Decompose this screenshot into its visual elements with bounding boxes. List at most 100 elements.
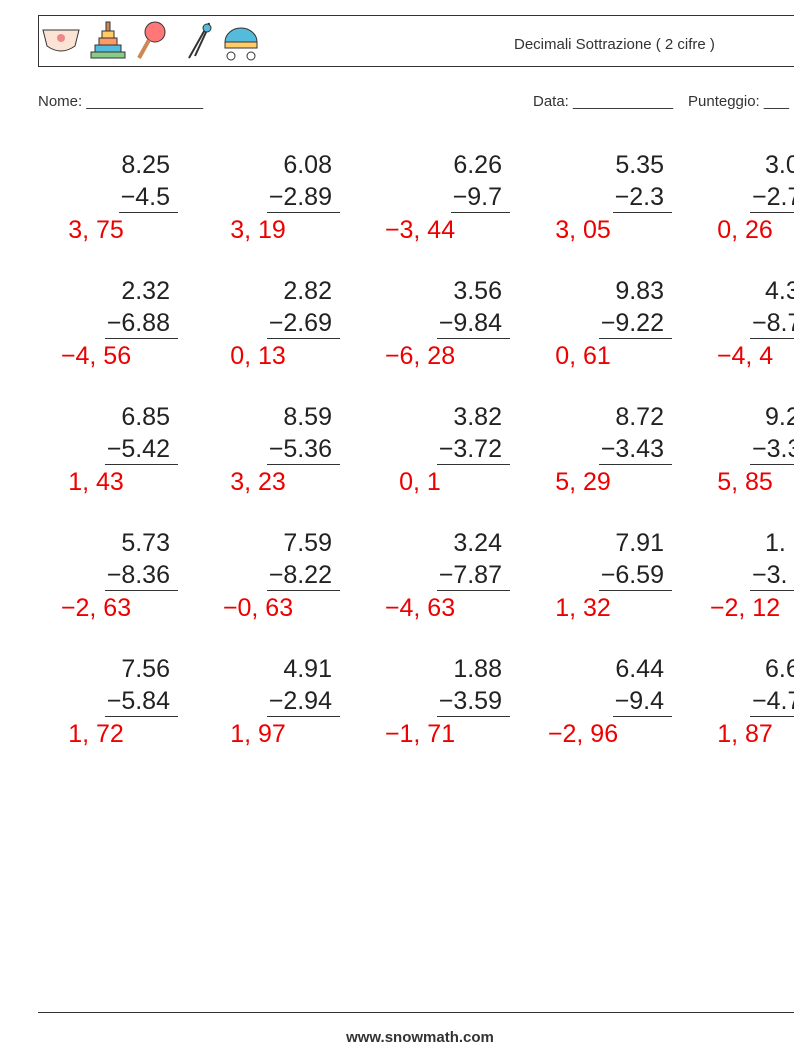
subtrahend-wrap: −9.22 <box>598 308 672 339</box>
subtrahend: −9.7 <box>450 182 510 213</box>
minuend: 6.44 <box>615 655 664 683</box>
answer: 0, 61 <box>555 342 611 370</box>
footer-rule <box>38 1012 794 1013</box>
minuend: 6.26 <box>453 151 502 179</box>
minuend: 8.72 <box>615 403 664 431</box>
subtrahend: −5.42 <box>104 434 178 465</box>
minuend: 5.73 <box>121 529 170 557</box>
subtrahend: −9.84 <box>436 308 510 339</box>
subtrahend-wrap: −2.94 <box>266 686 340 717</box>
minuend: 6.6 <box>765 655 794 683</box>
diaper-icon <box>42 29 80 52</box>
subtrahend: −2.89 <box>266 182 340 213</box>
subtrahend: −5.84 <box>104 686 178 717</box>
answer: 0, 26 <box>717 216 773 244</box>
rattle-icon <box>137 21 166 59</box>
minuend: 1.88 <box>453 655 502 683</box>
header-box: Decimali Sottrazione ( 2 cifre ) <box>38 15 794 67</box>
subtrahend: −3.59 <box>436 686 510 717</box>
answer: −4, 4 <box>716 342 774 370</box>
minuend: 3.24 <box>453 529 502 557</box>
subtrahend: −6.88 <box>104 308 178 339</box>
subtrahend: −2.69 <box>266 308 340 339</box>
minuend: 1. <box>765 529 786 557</box>
subtrahend-wrap: −9.7 <box>450 182 510 213</box>
answer: −4, 63 <box>384 594 456 622</box>
minuend: 3.82 <box>453 403 502 431</box>
minuend: 9.2 <box>765 403 794 431</box>
subtrahend-wrap: −5.42 <box>104 434 178 465</box>
answer: 0, 13 <box>230 342 286 370</box>
subtrahend: −4.7 <box>750 686 794 717</box>
subtrahend-wrap: −2.89 <box>266 182 340 213</box>
subtrahend-wrap: −8.36 <box>104 560 178 591</box>
subtrahend: −8.7 <box>750 308 794 339</box>
minuend: 6.08 <box>283 151 332 179</box>
subtrahend: −8.22 <box>266 560 340 591</box>
subtrahend: −3.72 <box>436 434 510 465</box>
answer: −2, 12 <box>709 594 781 622</box>
minuend: 4.3 <box>765 277 794 305</box>
subtrahend-wrap: −3.59 <box>436 686 510 717</box>
subtrahend-wrap: −6.88 <box>104 308 178 339</box>
minuend: 6.85 <box>121 403 170 431</box>
subtrahend-wrap: −7.87 <box>436 560 510 591</box>
footer-site: www.snowmath.com <box>346 1029 494 1046</box>
answer: 1, 72 <box>68 720 124 748</box>
answer: −6, 28 <box>384 342 456 370</box>
subtrahend: −2.7 <box>750 182 794 213</box>
minuend: 7.59 <box>283 529 332 557</box>
subtrahend-wrap: −2.69 <box>266 308 340 339</box>
date-label: Data: ____________ <box>533 93 674 110</box>
minuend: 4.91 <box>283 655 332 683</box>
minuend: 2.32 <box>121 277 170 305</box>
subtrahend-wrap: −3.72 <box>436 434 510 465</box>
answer: −2, 96 <box>547 720 619 748</box>
minuend: 3.0 <box>765 151 794 179</box>
answer: −3, 44 <box>384 216 456 244</box>
subtrahend-wrap: −6.59 <box>598 560 672 591</box>
stacker-icon <box>90 21 126 59</box>
minuend: 3.56 <box>453 277 502 305</box>
subtrahend: −9.22 <box>598 308 672 339</box>
answer: −1, 71 <box>384 720 456 748</box>
answer: −2, 63 <box>60 594 132 622</box>
stroller-icon <box>224 27 258 61</box>
answer: 3, 23 <box>230 468 286 496</box>
answer: 1, 97 <box>230 720 286 748</box>
answer: 1, 43 <box>68 468 124 496</box>
subtrahend-wrap: −9.4 <box>612 686 672 717</box>
subtrahend-wrap: −8.22 <box>266 560 340 591</box>
subtrahend: −2.3 <box>612 182 672 213</box>
minuend: 2.82 <box>283 277 332 305</box>
subtrahend: −3. <box>750 560 794 591</box>
subtrahend: −7.87 <box>436 560 510 591</box>
subtrahend-wrap: −9.84 <box>436 308 510 339</box>
answer: 1, 32 <box>555 594 611 622</box>
subtrahend: −9.4 <box>612 686 672 717</box>
minuend: 7.91 <box>615 529 664 557</box>
answer: 3, 05 <box>555 216 611 244</box>
subtrahend: −3.43 <box>598 434 672 465</box>
answer: 3, 19 <box>230 216 286 244</box>
subtrahend-wrap: −5.36 <box>266 434 340 465</box>
worksheet-title: Decimali Sottrazione ( 2 cifre ) <box>514 36 715 53</box>
score-label: Punteggio: ___ <box>688 93 789 110</box>
subtrahend-wrap: −2.3 <box>612 182 672 213</box>
subtrahend: −8.36 <box>104 560 178 591</box>
answer: 0, 1 <box>399 468 441 496</box>
subtrahend: −3.3 <box>750 434 794 465</box>
minuend: 5.35 <box>615 151 664 179</box>
minuend: 8.59 <box>283 403 332 431</box>
answer: 3, 75 <box>68 216 124 244</box>
minuend: 9.83 <box>615 277 664 305</box>
minuend: 7.56 <box>121 655 170 683</box>
name-label: Nome: ______________ <box>38 93 204 110</box>
subtrahend-wrap: −3.43 <box>598 434 672 465</box>
answer: 5, 29 <box>555 468 611 496</box>
answer: −4, 56 <box>60 342 132 370</box>
subtrahend: −5.36 <box>266 434 340 465</box>
minuend: 8.25 <box>121 151 170 179</box>
answer: 1, 87 <box>717 720 773 748</box>
